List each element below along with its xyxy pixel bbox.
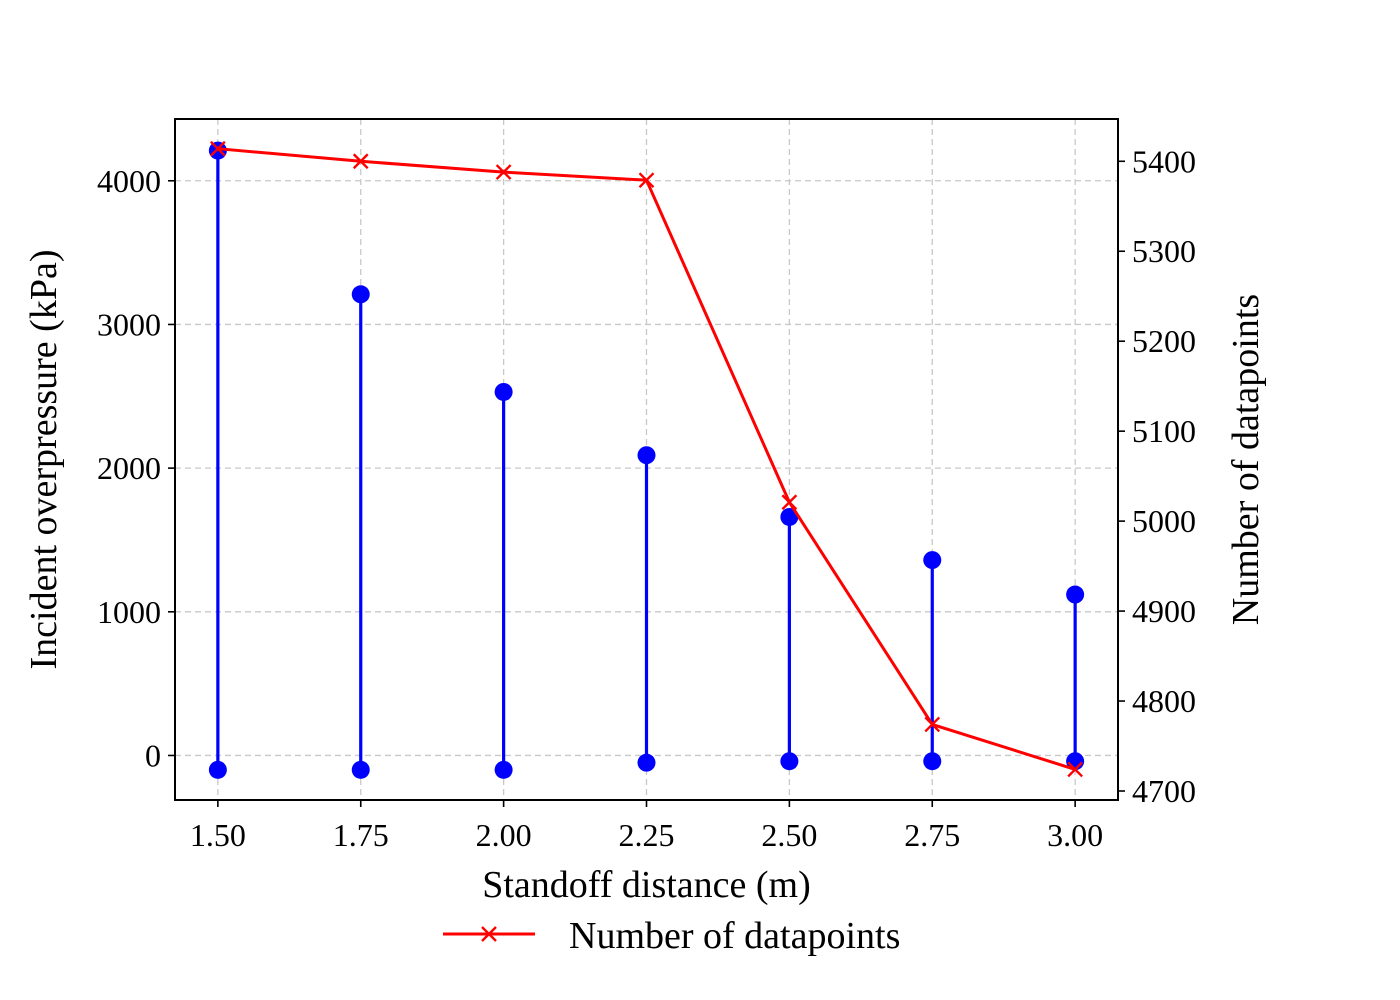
range-min-point	[637, 753, 656, 772]
pressure-ranges	[208, 141, 1085, 779]
x-tick-label: 2.25	[619, 817, 675, 853]
legend-marker	[481, 926, 497, 942]
range-max-point	[923, 551, 942, 570]
range-min-point	[780, 752, 799, 771]
series-point	[781, 494, 798, 511]
series-point	[352, 153, 369, 170]
left-tick-label: 2000	[97, 450, 161, 486]
range-min-point	[351, 760, 370, 779]
series-point	[210, 140, 226, 157]
x-axis-label: Standoff distance (m)	[482, 864, 811, 906]
range-min-point	[923, 752, 942, 771]
range-max-point	[208, 141, 227, 160]
series-point	[495, 164, 512, 180]
left-tick-label: 0	[145, 737, 161, 773]
left-axis-ticks: 0 1000 2000 3000 4000	[97, 163, 175, 773]
x-tick-label: 3.00	[1047, 817, 1103, 853]
left-tick-label: 4000	[97, 163, 161, 199]
range-min-point	[494, 760, 513, 779]
series-point	[638, 172, 655, 189]
x-axis-ticks: 1.50 1.75 2.00 2.25 2.50 2.75 3.00	[190, 800, 1103, 853]
datapoints-series	[210, 140, 1083, 778]
legend-label: Number of datapoints	[569, 915, 900, 957]
right-tick-label: 5000	[1132, 503, 1196, 539]
range-max-point	[1066, 585, 1085, 604]
x-tick-label: 2.75	[904, 817, 960, 853]
x-tick-label: 2.00	[476, 817, 532, 853]
series-point	[924, 716, 941, 733]
right-tick-label: 5400	[1132, 143, 1196, 179]
right-tick-label: 4800	[1132, 683, 1196, 719]
legend: Number of datapoints	[443, 915, 900, 957]
x-tick-label: 2.50	[761, 817, 817, 853]
range-max-point	[494, 382, 513, 401]
range-min-point	[208, 760, 227, 779]
right-axis-label: Number of datapoints	[1225, 294, 1267, 625]
right-tick-label: 5200	[1132, 323, 1196, 359]
x-tick-label: 1.50	[190, 817, 246, 853]
right-axis-ticks: 4700 4800 4900 5000 5100 5200 5300 5400	[1118, 143, 1196, 809]
right-tick-label: 4900	[1132, 593, 1196, 629]
left-tick-label: 1000	[97, 594, 161, 630]
series-point	[1067, 761, 1083, 778]
right-tick-label: 5300	[1132, 233, 1196, 269]
right-tick-label: 5100	[1132, 413, 1196, 449]
left-axis-label: Incident overpressure (kPa)	[23, 250, 65, 670]
range-max-point	[351, 285, 370, 304]
left-tick-label: 3000	[97, 306, 161, 342]
x-tick-label: 1.75	[333, 817, 389, 853]
right-tick-label: 4700	[1132, 773, 1196, 809]
range-max-point	[637, 446, 656, 465]
legend-marker-x	[481, 926, 497, 942]
range-max-point	[780, 507, 799, 526]
